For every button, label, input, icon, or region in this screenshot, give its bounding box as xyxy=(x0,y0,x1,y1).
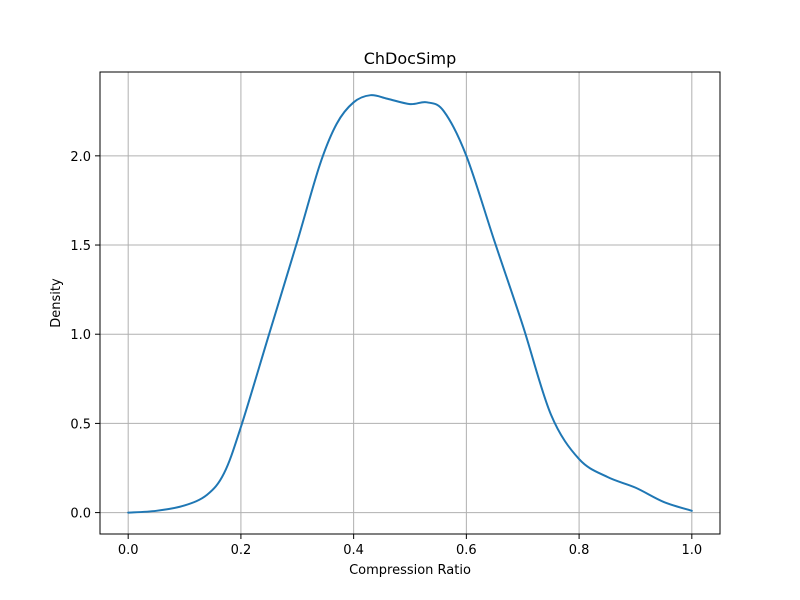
x-tick-label: 0.6 xyxy=(456,543,477,558)
x-axis-label: Compression Ratio xyxy=(349,563,471,578)
x-tick-label: 0.8 xyxy=(569,543,590,558)
x-tick-label: 0.2 xyxy=(231,543,252,558)
y-tick-label: 2.0 xyxy=(70,150,91,165)
plot-frame xyxy=(99,71,721,535)
chart-title: ChDocSimp xyxy=(364,49,457,68)
x-tick-label: 0.0 xyxy=(118,543,139,558)
y-tick-label: 1.0 xyxy=(70,328,91,343)
y-tick-label: 0.5 xyxy=(70,417,91,432)
density-curve xyxy=(127,94,693,514)
ticks: 0.0 0.2 0.4 0.6 0.8 1.0 0.0 0.5 1.0 1.5 2.0 xyxy=(70,150,702,558)
grid xyxy=(100,72,720,534)
x-tick-label: 0.4 xyxy=(343,543,364,558)
y-tick-label: 1.5 xyxy=(70,239,91,254)
y-tick-label: 0.0 xyxy=(70,507,91,522)
series-layer xyxy=(127,94,693,514)
y-axis-label: Density xyxy=(49,278,64,328)
x-tick-label: 1.0 xyxy=(681,543,702,558)
